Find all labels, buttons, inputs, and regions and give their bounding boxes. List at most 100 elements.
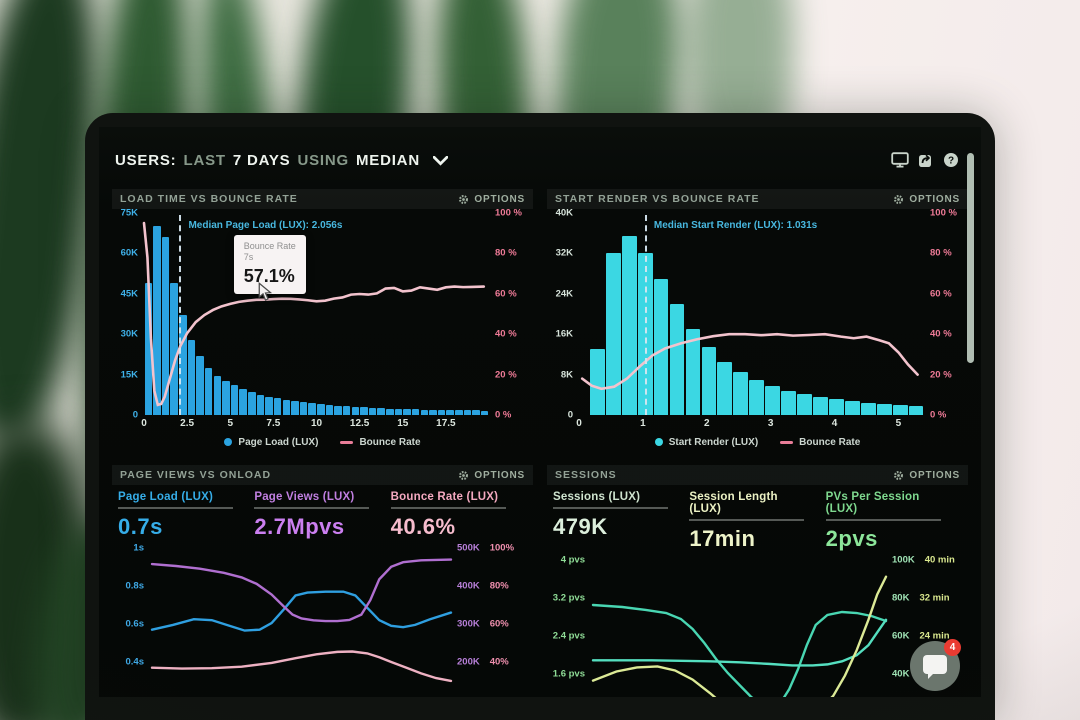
histogram-bar bbox=[256, 394, 265, 415]
histogram-bar bbox=[876, 404, 892, 415]
histogram-bar bbox=[733, 372, 749, 415]
help-icon[interactable]: ? bbox=[943, 152, 959, 168]
median-label: Median Start Render (LUX): 1.031s bbox=[653, 220, 818, 231]
histogram-bar bbox=[360, 407, 368, 415]
y-axis-tick-label: 0 % bbox=[495, 409, 512, 421]
panel-page-views-vs-onload: PAGE VIEWS VS ONLOAD OPTIONS Page Load (… bbox=[112, 465, 533, 697]
histogram-bar bbox=[248, 392, 256, 415]
line-series bbox=[593, 559, 886, 697]
legend-item-bounce-rate[interactable]: Bounce Rate bbox=[340, 436, 421, 448]
x-axis-tick-label: 0 bbox=[576, 418, 582, 429]
using-label: USING bbox=[297, 151, 349, 169]
metric-underline bbox=[254, 507, 370, 509]
x-axis-tick-label: 5 bbox=[895, 418, 902, 429]
histogram-bar bbox=[144, 283, 153, 415]
plot-area bbox=[593, 559, 886, 697]
options-label: OPTIONS bbox=[909, 193, 960, 205]
metric-underline bbox=[118, 507, 233, 509]
bounce-rate-line bbox=[579, 213, 924, 415]
gear-icon bbox=[459, 470, 469, 480]
histogram-bar bbox=[282, 399, 291, 415]
y-axis-left: 75K 60K 45K 30K 15K 0 bbox=[112, 208, 144, 421]
y-axis-tick-label: 60 % bbox=[495, 288, 517, 300]
y-axis-tick-label: 0 bbox=[567, 409, 573, 421]
line-series-pvs-per-session bbox=[593, 620, 886, 666]
y-axis-tick-label: 0.8s bbox=[125, 580, 145, 592]
options-button[interactable]: OPTIONS bbox=[893, 194, 960, 205]
histogram-bar bbox=[170, 283, 178, 415]
metric-underline bbox=[553, 507, 668, 509]
histogram-bar bbox=[351, 406, 360, 415]
histogram-bar bbox=[334, 405, 342, 415]
x-axis-tick-label: 1 bbox=[640, 418, 646, 429]
y-axis-right: 500K 100% 400K 80% 300K 60% 200K 40% bbox=[451, 543, 533, 697]
histogram-bar bbox=[213, 375, 222, 415]
legend-item-bounce-rate[interactable]: Bounce Rate bbox=[780, 437, 860, 448]
x-axis-tick-label: 15 bbox=[397, 418, 409, 429]
chat-button[interactable]: 4 bbox=[910, 639, 961, 691]
x-axis-tick-label: 4 bbox=[831, 418, 838, 429]
legend: Start Render (LUX) Bounce Rate bbox=[547, 433, 968, 451]
x-axis: 0 2.5 5 7.5 10 12.5 15 17.5 bbox=[141, 415, 489, 431]
scrollbar[interactable] bbox=[967, 153, 974, 363]
histogram-bar bbox=[265, 396, 273, 415]
options-label: OPTIONS bbox=[909, 469, 960, 481]
y-axis-pair-label: 100K 40 min bbox=[892, 554, 955, 566]
metric-label: Page Load (LUX) bbox=[118, 491, 214, 503]
share-icon[interactable] bbox=[918, 152, 934, 168]
y-axis-tick-label: 60 % bbox=[930, 288, 952, 300]
histogram-bar bbox=[749, 379, 765, 415]
median-marker: Median Start Render (LUX): 1.031s bbox=[644, 215, 817, 415]
metric-underline bbox=[390, 507, 506, 509]
histogram-bar bbox=[669, 303, 685, 415]
y-axis-tick-label: 15K bbox=[120, 369, 138, 381]
x-axis-tick-label: 0 bbox=[141, 418, 147, 429]
metric-underline bbox=[689, 519, 805, 521]
chevron-down-icon[interactable] bbox=[432, 156, 448, 166]
legend-item-start-render[interactable]: Start Render (LUX) bbox=[654, 437, 758, 448]
histogram-bar bbox=[342, 406, 351, 415]
y-axis-tick-label: 1.6 pvs bbox=[552, 668, 585, 680]
metric-summary-row: Sessions (LUX) 479K Session Length (LUX)… bbox=[553, 491, 962, 552]
gear-icon bbox=[894, 194, 904, 204]
y-axis-tick-label: 45K bbox=[120, 288, 138, 300]
line-series bbox=[152, 547, 451, 697]
agg-value: MEDIAN bbox=[355, 151, 420, 169]
x-axis-tick-label: 7.5 bbox=[266, 418, 281, 429]
display-icon[interactable] bbox=[891, 152, 909, 168]
y-axis-tick-label: 24K bbox=[555, 288, 573, 300]
y-axis-pair-label: 200K 40% bbox=[457, 656, 509, 668]
hover-tooltip: Bounce Rate 7s 57.1% bbox=[233, 235, 306, 294]
y-axis-pair-label: 400K 80% bbox=[457, 580, 509, 592]
users-range-dropdown[interactable]: USERS: LAST 7 DAYS USING MEDIAN bbox=[115, 152, 448, 169]
y-axis-tick-label: 40K bbox=[555, 207, 573, 219]
legend: Page Load (LUX) Bounce Rate bbox=[112, 433, 533, 451]
histogram-bar bbox=[291, 401, 299, 415]
line-chart: 1s 0.8s 0.6s 0.4s 500K 100% 400K 80% 300K 60% 200… bbox=[112, 543, 533, 697]
y-axis-tick-label: 1s bbox=[133, 542, 144, 554]
x-axis-tick-label: 3 bbox=[767, 418, 774, 429]
histogram-bar bbox=[605, 253, 621, 415]
panel-load-time-vs-bounce-rate: LOAD TIME VS BOUNCE RATE OPTIONS 75K 60K 4… bbox=[112, 189, 533, 455]
panel-grid: LOAD TIME VS BOUNCE RATE OPTIONS 75K 60K 4… bbox=[112, 189, 968, 697]
laptop: USERS: LAST 7 DAYS USING MEDIAN bbox=[85, 113, 995, 720]
options-button[interactable]: OPTIONS bbox=[458, 194, 525, 205]
range-value: 7 DAYS bbox=[232, 151, 291, 169]
legend-label: Bounce Rate bbox=[359, 436, 421, 448]
y-axis-pair-label: 40K bbox=[892, 668, 910, 680]
histogram-bar bbox=[781, 390, 796, 415]
options-label: OPTIONS bbox=[474, 469, 525, 481]
metric-value: 17min bbox=[689, 526, 756, 551]
gear-icon bbox=[459, 194, 469, 204]
histogram-bar bbox=[797, 393, 812, 415]
histogram-bar bbox=[317, 404, 325, 415]
y-axis-pair-label: 80K 32 min bbox=[892, 592, 950, 604]
legend-item-page-load[interactable]: Page Load (LUX) bbox=[224, 437, 318, 448]
metric-bounce-rate: Bounce Rate (LUX) 40.6% bbox=[390, 491, 513, 540]
options-button[interactable]: OPTIONS bbox=[458, 470, 525, 481]
histogram-bar bbox=[403, 409, 411, 415]
histogram-bar bbox=[325, 405, 334, 415]
median-marker: Median Page Load (LUX): 2.056s bbox=[179, 215, 342, 415]
options-button[interactable]: OPTIONS bbox=[893, 470, 960, 481]
